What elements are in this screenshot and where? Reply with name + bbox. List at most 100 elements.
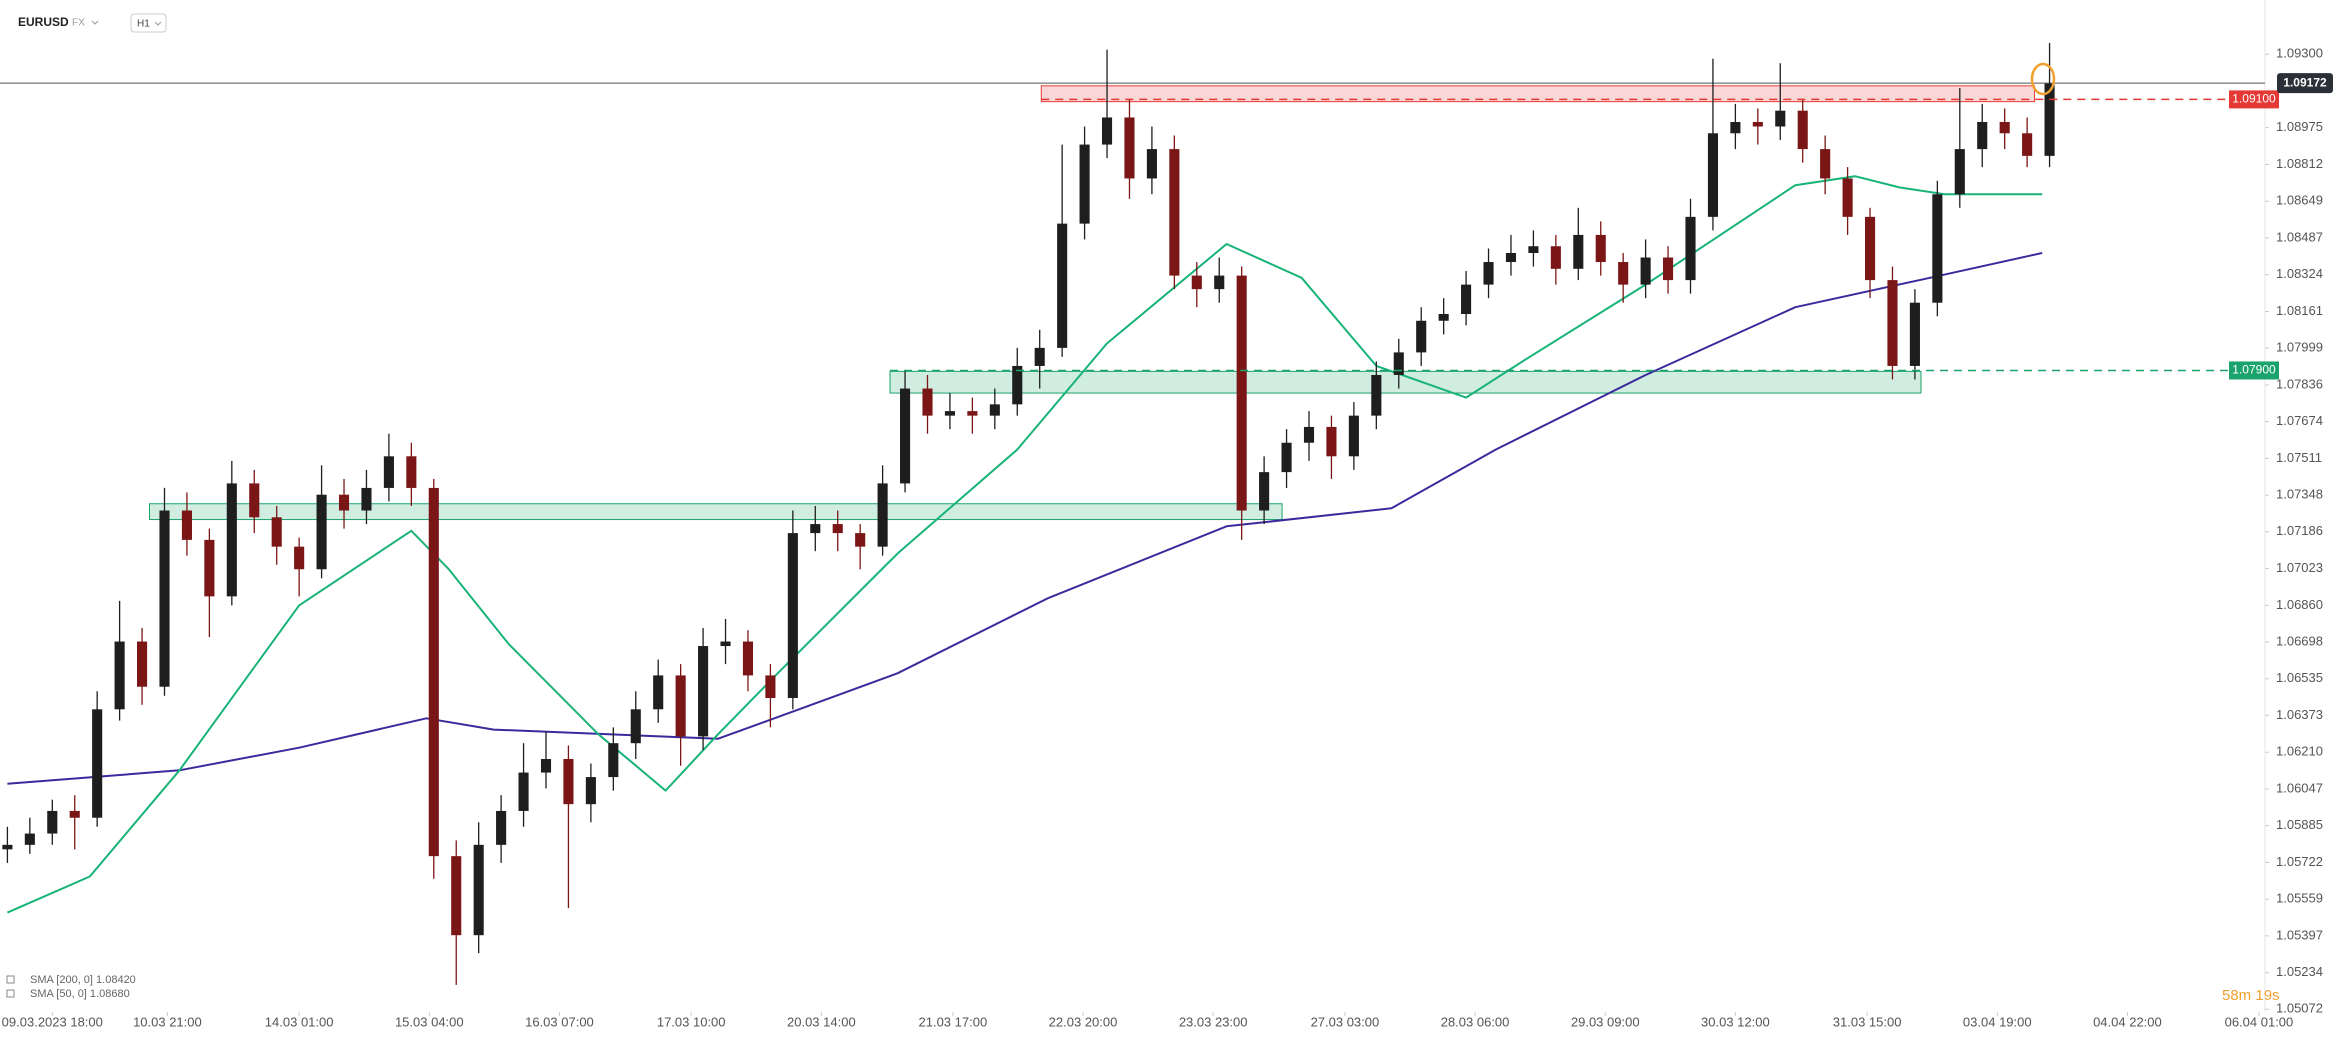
x-tick-label: 14.03 01:00 xyxy=(265,1014,334,1029)
candle-body xyxy=(1416,320,1427,353)
candle-body xyxy=(92,709,103,818)
x-tick-label: 23.03 23:00 xyxy=(1179,1014,1248,1029)
candle-body xyxy=(2,844,13,850)
y-tick-label: 1.07836 xyxy=(2276,376,2323,391)
candle-body xyxy=(1124,117,1135,179)
candle-body xyxy=(810,524,821,534)
highlight-circle xyxy=(2030,62,2056,96)
caret xyxy=(154,21,162,26)
candle-body xyxy=(742,641,754,676)
level-label: 1.09100 xyxy=(2232,92,2276,106)
candle-body xyxy=(1842,178,1853,217)
header: EURUSD FX H1 xyxy=(18,13,167,33)
y-tick-label: 1.07999 xyxy=(2276,340,2323,355)
candle-body xyxy=(900,388,911,484)
candle-body xyxy=(1236,275,1247,511)
level-label-bg xyxy=(2229,361,2279,380)
candle-body xyxy=(967,411,978,416)
candle-body xyxy=(1909,302,1920,366)
candle-body xyxy=(1012,365,1023,405)
candle-body xyxy=(855,533,866,547)
x-tick-label: 06.04 01:00 xyxy=(2225,1014,2294,1029)
candle-body xyxy=(540,759,552,773)
x-tick-label: 30.03 12:00 xyxy=(1701,1014,1770,1029)
candle-body xyxy=(1146,149,1157,179)
candle-body xyxy=(1954,149,1965,195)
last-price-bg xyxy=(2277,73,2333,94)
candle-body xyxy=(1191,275,1202,290)
x-tick-label: 22.03 20:00 xyxy=(1049,1014,1118,1029)
legend-icon xyxy=(6,989,15,998)
y-tick-label: 1.07674 xyxy=(2276,413,2323,428)
y-tick-label: 1.07186 xyxy=(2276,523,2323,538)
candle-body xyxy=(137,641,148,687)
candle-body xyxy=(1730,121,1741,134)
y-tick-label: 1.08324 xyxy=(2276,266,2323,281)
candle-body xyxy=(1573,234,1584,269)
x-tick-label: 03.04 19:00 xyxy=(1963,1014,2032,1029)
candle-body xyxy=(1461,284,1472,314)
legend-entry: SMA [50, 0] 1.08680 xyxy=(30,988,130,1000)
candle-body xyxy=(1303,426,1315,443)
candle-body xyxy=(1169,149,1180,276)
candle-body xyxy=(563,759,574,805)
zone xyxy=(1040,85,2036,103)
last-price-label: 1.09172 xyxy=(2283,75,2327,89)
timeframe[interactable]: H1 xyxy=(137,19,150,30)
candle-body xyxy=(787,533,798,699)
candle-body xyxy=(585,777,596,805)
candle-body xyxy=(765,675,776,699)
candle-body xyxy=(1550,246,1561,269)
symbol[interactable]: EURUSD xyxy=(18,15,69,29)
x-tick-label: 04.04 22:00 xyxy=(2093,1014,2162,1029)
candle-body xyxy=(1371,374,1382,416)
candle-body xyxy=(1348,415,1359,457)
candle-body xyxy=(1393,352,1404,375)
candle-body xyxy=(428,487,439,857)
candle-body xyxy=(271,517,282,547)
candle-body xyxy=(630,709,641,744)
y-tick-label: 1.08649 xyxy=(2276,193,2323,208)
candle-body xyxy=(473,844,484,936)
candle-body xyxy=(451,856,462,936)
candle-body xyxy=(1663,257,1674,281)
candle-body xyxy=(159,510,170,687)
level-label: 1.07900 xyxy=(2232,363,2276,377)
candle-body xyxy=(1640,257,1651,285)
candle-body xyxy=(496,810,507,845)
candle-body xyxy=(406,456,417,488)
candle-body xyxy=(361,487,372,511)
y-tick-label: 1.06860 xyxy=(2276,597,2323,612)
y-tick-label: 1.06373 xyxy=(2276,707,2323,722)
y-tick-label: 1.06698 xyxy=(2276,633,2323,648)
candle-body xyxy=(338,494,350,511)
x-tick-label: 09.03.2023 18:00 xyxy=(2,1014,103,1029)
candle-body xyxy=(832,524,843,534)
x-tick-label: 17.03 10:00 xyxy=(657,1014,726,1029)
y-tick-label: 1.06210 xyxy=(2276,744,2323,759)
candle-body xyxy=(518,772,529,811)
candle-body xyxy=(698,646,709,737)
candle-body xyxy=(1483,262,1494,285)
candle-body xyxy=(1101,117,1113,145)
candle-body xyxy=(1707,133,1718,217)
y-tick-label: 1.05722 xyxy=(2276,854,2323,869)
y-tick-label: 1.06535 xyxy=(2276,670,2323,685)
candle-body xyxy=(1887,280,1898,366)
x-tick-label: 16.03 07:00 xyxy=(525,1014,594,1029)
x-tick-label: 10.03 21:00 xyxy=(133,1014,202,1029)
x-tick-label: 27.03 03:00 xyxy=(1311,1014,1380,1029)
y-tick-label: 1.07023 xyxy=(2276,560,2323,575)
candle-body xyxy=(1797,110,1808,150)
y-tick-label: 1.05885 xyxy=(2276,817,2323,832)
candle-body xyxy=(294,546,305,570)
y-tick-label: 1.09300 xyxy=(2276,46,2323,61)
candle-body xyxy=(1977,121,1988,150)
timeframe-box[interactable] xyxy=(130,13,167,33)
candle-body xyxy=(1618,262,1629,285)
x-tick-label: 21.03 17:00 xyxy=(919,1014,988,1029)
candle-body xyxy=(653,675,664,710)
sma-line xyxy=(6,175,2043,914)
